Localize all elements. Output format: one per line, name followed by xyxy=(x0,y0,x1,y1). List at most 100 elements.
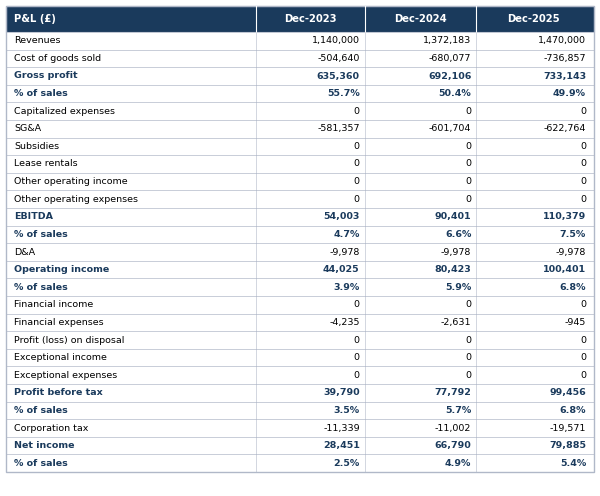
Text: 6.8%: 6.8% xyxy=(560,283,586,292)
Text: 0: 0 xyxy=(353,107,359,116)
Bar xyxy=(6,102,594,120)
Text: -9,978: -9,978 xyxy=(329,248,359,256)
Bar xyxy=(6,243,594,261)
Text: 0: 0 xyxy=(353,177,359,186)
Bar xyxy=(6,402,594,419)
Text: -11,002: -11,002 xyxy=(435,424,472,433)
Text: -11,339: -11,339 xyxy=(323,424,359,433)
Text: Net income: Net income xyxy=(14,441,74,450)
Text: Profit before tax: Profit before tax xyxy=(14,388,103,397)
Text: Lease rentals: Lease rentals xyxy=(14,160,77,169)
Bar xyxy=(6,208,594,226)
Text: 0: 0 xyxy=(353,160,359,169)
Text: 4.7%: 4.7% xyxy=(334,230,359,239)
Text: Corporation tax: Corporation tax xyxy=(14,424,88,433)
Text: -601,704: -601,704 xyxy=(429,124,472,133)
Bar xyxy=(6,331,594,349)
Text: 0: 0 xyxy=(466,300,472,310)
Bar xyxy=(6,419,594,437)
Text: 0: 0 xyxy=(466,160,472,169)
Text: Revenues: Revenues xyxy=(14,36,61,45)
Text: Other operating expenses: Other operating expenses xyxy=(14,195,138,204)
Bar xyxy=(6,190,594,208)
Text: 0: 0 xyxy=(466,142,472,151)
Text: 3.5%: 3.5% xyxy=(334,406,359,415)
Text: % of sales: % of sales xyxy=(14,230,68,239)
Bar xyxy=(6,155,594,173)
Text: -9,978: -9,978 xyxy=(441,248,472,256)
Text: 0: 0 xyxy=(466,335,472,345)
Text: -622,764: -622,764 xyxy=(544,124,586,133)
Text: % of sales: % of sales xyxy=(14,406,68,415)
Text: 0: 0 xyxy=(466,371,472,380)
Text: 635,360: 635,360 xyxy=(317,71,359,80)
Bar xyxy=(6,226,594,243)
Text: -736,857: -736,857 xyxy=(544,54,586,63)
Text: 0: 0 xyxy=(580,195,586,204)
Bar xyxy=(6,85,594,102)
Text: 0: 0 xyxy=(580,353,586,362)
Text: 5.7%: 5.7% xyxy=(445,406,472,415)
Text: -2,631: -2,631 xyxy=(441,318,472,327)
Bar xyxy=(6,349,594,367)
Text: % of sales: % of sales xyxy=(14,459,68,468)
Bar xyxy=(6,367,594,384)
Text: 7.5%: 7.5% xyxy=(560,230,586,239)
Text: -680,077: -680,077 xyxy=(429,54,472,63)
Bar xyxy=(6,120,594,137)
Text: 4.9%: 4.9% xyxy=(445,459,472,468)
Text: 0: 0 xyxy=(353,300,359,310)
Text: 0: 0 xyxy=(580,160,586,169)
Text: Other operating income: Other operating income xyxy=(14,177,128,186)
Bar xyxy=(6,296,594,313)
Text: 0: 0 xyxy=(353,142,359,151)
Bar xyxy=(6,32,594,50)
Text: 0: 0 xyxy=(580,107,586,116)
Text: -504,640: -504,640 xyxy=(317,54,359,63)
Text: 77,792: 77,792 xyxy=(434,388,472,397)
Text: 0: 0 xyxy=(466,353,472,362)
Text: 99,456: 99,456 xyxy=(550,388,586,397)
Bar xyxy=(6,173,594,190)
Bar xyxy=(6,437,594,454)
Text: 54,003: 54,003 xyxy=(323,212,359,221)
Text: % of sales: % of sales xyxy=(14,283,68,292)
Text: 0: 0 xyxy=(353,371,359,380)
Text: -9,978: -9,978 xyxy=(556,248,586,256)
Text: Exceptional expenses: Exceptional expenses xyxy=(14,371,117,380)
Bar xyxy=(6,261,594,278)
Text: Cost of goods sold: Cost of goods sold xyxy=(14,54,101,63)
Text: 55.7%: 55.7% xyxy=(327,89,359,98)
Bar xyxy=(6,313,594,331)
Bar xyxy=(6,454,594,472)
Text: 0: 0 xyxy=(580,335,586,345)
Text: -581,357: -581,357 xyxy=(317,124,359,133)
Bar xyxy=(6,50,594,67)
Text: 0: 0 xyxy=(353,195,359,204)
Text: 733,143: 733,143 xyxy=(543,71,586,80)
Text: P&L (£): P&L (£) xyxy=(14,14,56,24)
Text: 80,423: 80,423 xyxy=(434,265,472,274)
Text: EBITDA: EBITDA xyxy=(14,212,53,221)
Text: Dec-2025: Dec-2025 xyxy=(508,14,560,24)
Bar xyxy=(6,67,594,85)
Text: 44,025: 44,025 xyxy=(323,265,359,274)
Bar xyxy=(6,6,594,32)
Bar xyxy=(6,6,594,32)
Text: -19,571: -19,571 xyxy=(550,424,586,433)
Text: 100,401: 100,401 xyxy=(543,265,586,274)
Text: 1,470,000: 1,470,000 xyxy=(538,36,586,45)
Text: 0: 0 xyxy=(353,353,359,362)
Text: Capitalized expenses: Capitalized expenses xyxy=(14,107,115,116)
Bar xyxy=(6,137,594,155)
Text: SG&A: SG&A xyxy=(14,124,41,133)
Text: 0: 0 xyxy=(580,300,586,310)
Text: Exceptional income: Exceptional income xyxy=(14,353,107,362)
Text: 79,885: 79,885 xyxy=(549,441,586,450)
Text: Gross profit: Gross profit xyxy=(14,71,77,80)
Text: Dec-2024: Dec-2024 xyxy=(394,14,447,24)
Text: 50.4%: 50.4% xyxy=(439,89,472,98)
Text: 5.4%: 5.4% xyxy=(560,459,586,468)
Text: 0: 0 xyxy=(466,107,472,116)
Text: 1,140,000: 1,140,000 xyxy=(311,36,359,45)
